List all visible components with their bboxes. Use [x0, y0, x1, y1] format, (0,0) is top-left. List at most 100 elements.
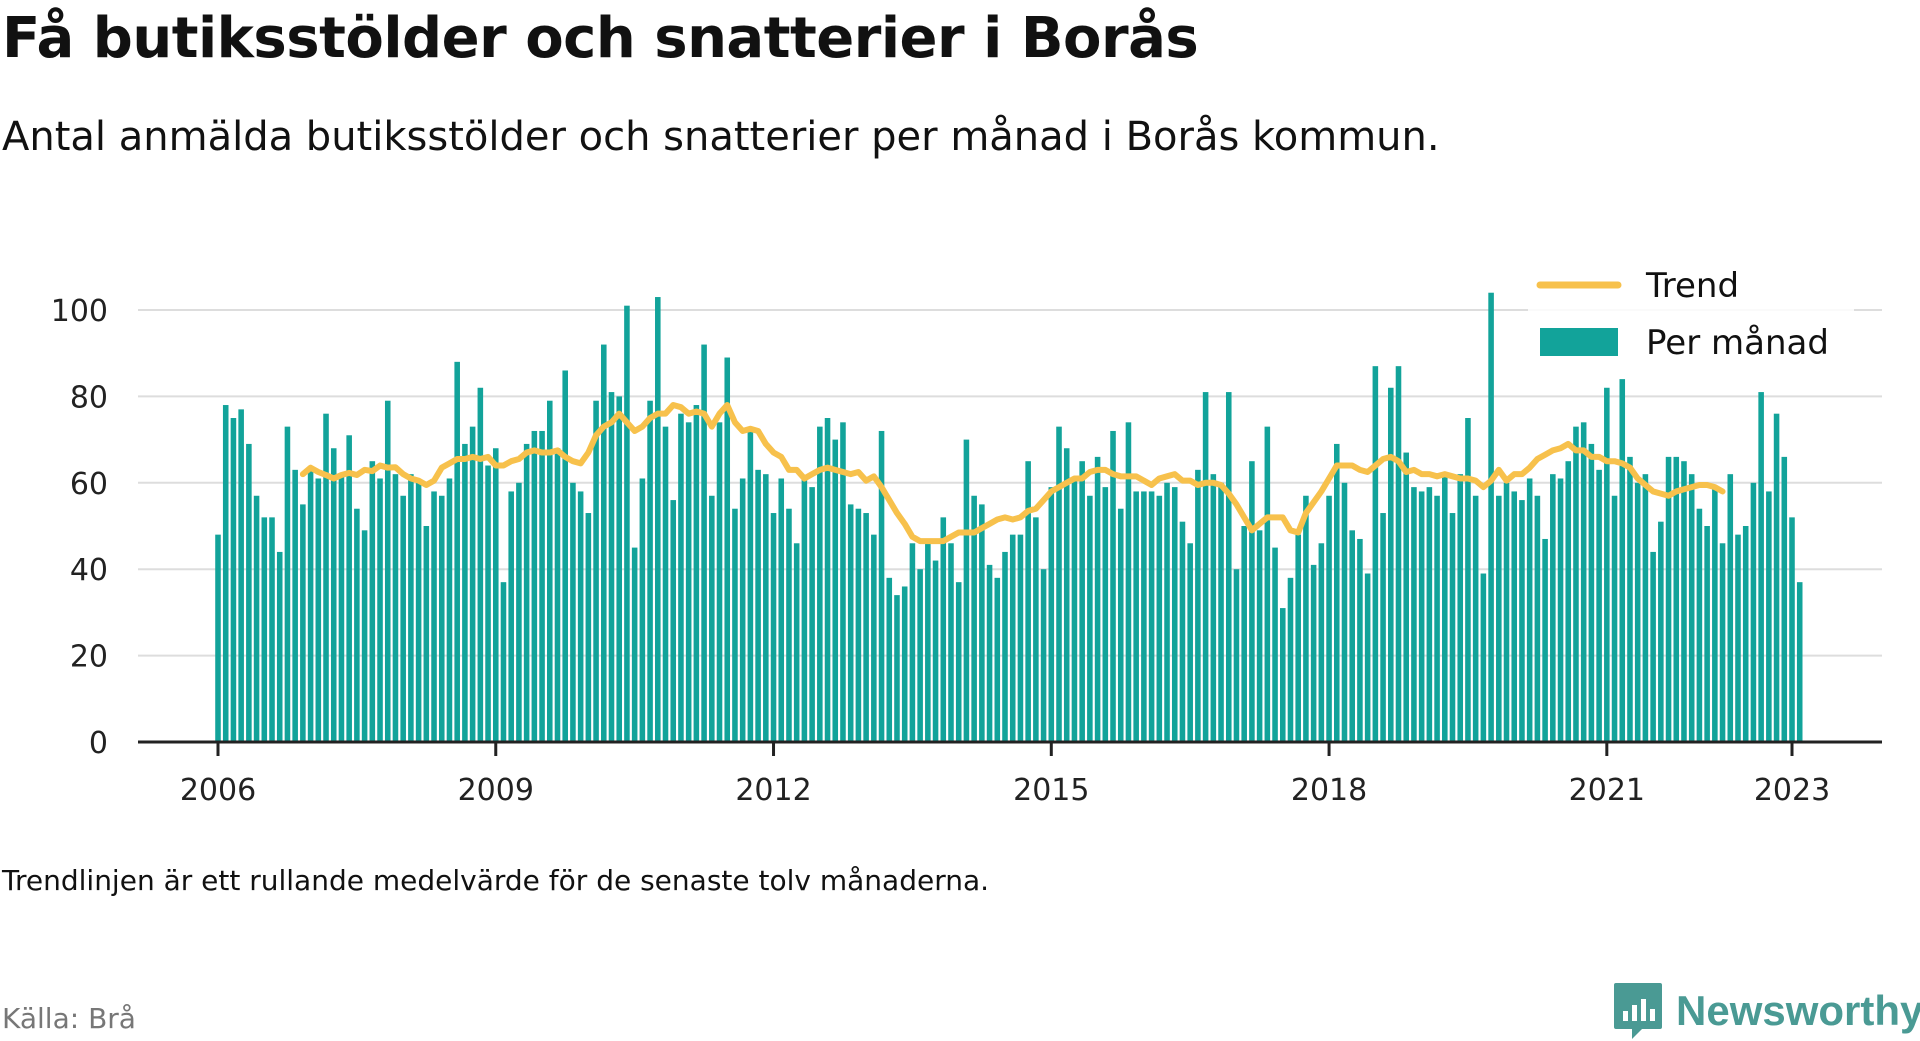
bar — [1704, 526, 1710, 742]
bar — [1658, 521, 1664, 742]
bar — [1434, 495, 1440, 742]
bar — [1457, 474, 1464, 742]
x-tick-label: 2018 — [1291, 773, 1367, 808]
bar — [685, 422, 692, 742]
bar — [261, 517, 268, 742]
bar — [986, 564, 993, 742]
bar — [1256, 530, 1263, 742]
bar — [577, 491, 584, 742]
bar — [1596, 469, 1602, 742]
bar — [670, 500, 677, 742]
bar — [801, 478, 808, 742]
y-tick-label: 80 — [70, 380, 108, 415]
bar — [1009, 534, 1016, 742]
bar — [1117, 508, 1124, 742]
bar — [369, 461, 376, 742]
bar — [361, 530, 368, 742]
bar — [1550, 474, 1556, 742]
bar — [1588, 443, 1595, 742]
bar — [377, 478, 383, 742]
chart-title: Få butiksstölder och snatterier i Borås — [2, 6, 1199, 71]
bar — [323, 413, 329, 742]
bar — [863, 513, 869, 742]
trend-line — [299, 402, 1726, 545]
x-tick-label: 2006 — [180, 773, 256, 808]
bar — [1063, 448, 1070, 742]
bar — [739, 478, 746, 742]
bar — [1557, 478, 1564, 742]
bar — [1650, 551, 1656, 742]
bar — [1002, 551, 1008, 742]
bar — [307, 469, 314, 742]
bar — [1033, 517, 1039, 742]
bar — [1796, 582, 1803, 742]
bar — [1372, 366, 1379, 742]
bar — [1133, 491, 1139, 742]
bar — [400, 495, 406, 742]
bar — [1696, 508, 1703, 742]
y-tick-label: 40 — [70, 553, 108, 588]
bar — [1295, 534, 1301, 742]
bar — [940, 517, 947, 742]
bar — [230, 418, 237, 742]
bar — [770, 513, 777, 742]
bar — [215, 534, 221, 742]
bar — [1025, 461, 1031, 742]
bar — [531, 430, 538, 742]
x-tick-label: 2021 — [1569, 773, 1645, 808]
bar — [1249, 461, 1255, 742]
bar — [1326, 495, 1332, 742]
bar — [1087, 495, 1093, 742]
bar — [1634, 482, 1641, 742]
bar — [647, 400, 653, 742]
bar — [562, 370, 568, 742]
bar — [1310, 564, 1317, 742]
bar — [554, 448, 561, 742]
bar — [1503, 482, 1510, 742]
bar — [1719, 543, 1726, 742]
bar — [909, 543, 916, 742]
bar — [732, 508, 738, 742]
bar — [253, 495, 260, 742]
bar — [346, 435, 352, 742]
bar — [1727, 474, 1734, 742]
bar — [624, 305, 630, 742]
bar — [932, 560, 939, 742]
bar — [1225, 392, 1232, 742]
bar — [547, 400, 553, 742]
bar — [1472, 495, 1479, 742]
bar — [1380, 513, 1386, 742]
bar — [431, 491, 437, 742]
bar — [755, 469, 761, 742]
bar — [832, 439, 839, 742]
bar — [1449, 513, 1456, 742]
bar — [1187, 543, 1193, 742]
bar — [1519, 500, 1525, 742]
bar — [330, 448, 337, 742]
bar — [415, 482, 422, 742]
y-tick-label: 100 — [51, 294, 108, 329]
bar — [1148, 491, 1155, 742]
bar — [477, 387, 484, 742]
bar — [1789, 517, 1795, 742]
bar — [1480, 573, 1487, 742]
bar — [593, 400, 599, 742]
bar — [1279, 608, 1286, 742]
bar — [492, 448, 499, 742]
bar — [300, 504, 306, 742]
bar — [1164, 482, 1170, 742]
bar — [1303, 495, 1309, 742]
bar — [423, 526, 430, 742]
bar — [539, 430, 545, 742]
bar — [655, 297, 661, 742]
x-axis-ticks: 2006 2009 2012 2015 2018 2021 2023 — [180, 742, 1830, 808]
bar — [840, 422, 846, 742]
bar — [500, 582, 507, 742]
bar — [1681, 461, 1687, 742]
bar — [1542, 538, 1548, 742]
bar — [1349, 530, 1355, 742]
x-tick-label: 2009 — [458, 773, 534, 808]
bar — [1580, 422, 1587, 742]
bar — [1056, 426, 1062, 742]
bar — [1210, 474, 1217, 742]
